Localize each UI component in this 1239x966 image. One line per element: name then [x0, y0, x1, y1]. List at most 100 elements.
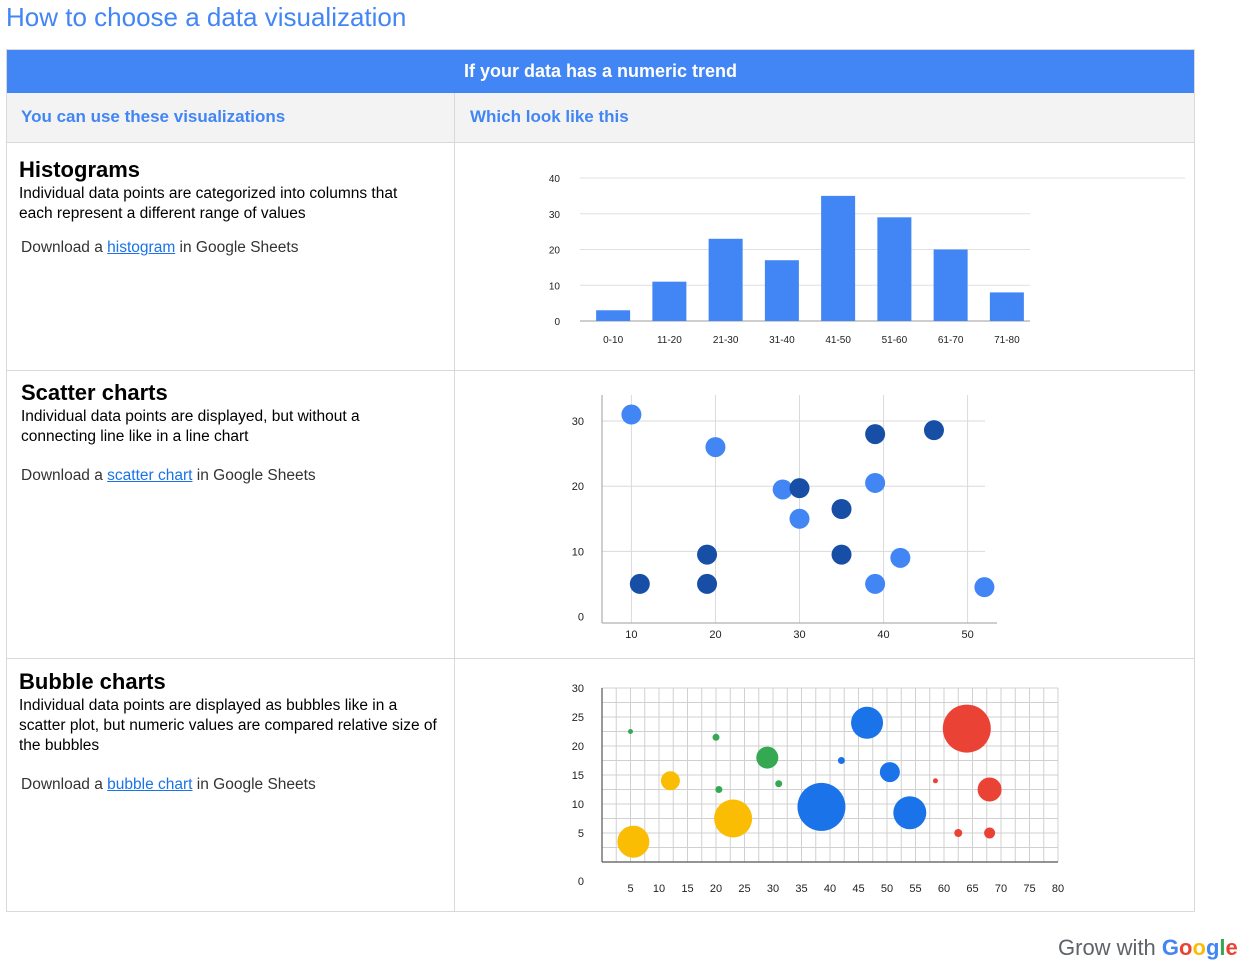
x-tick-label: 65 — [966, 883, 978, 895]
visualization-table: If your data has a numeric trend You can… — [6, 49, 1195, 912]
bubble-point — [977, 777, 1002, 802]
x-tick-label: 25 — [738, 883, 750, 895]
x-tick-label: 71-80 — [994, 335, 1020, 346]
x-tick-label: 75 — [1023, 883, 1035, 895]
scatter-download: Download a scatter chart in Google Sheet… — [21, 467, 316, 485]
x-tick-label: 20 — [710, 883, 722, 895]
y-tick-label: 0 — [578, 611, 584, 623]
bubble-point — [617, 825, 650, 858]
download-suffix: in Google Sheets — [196, 776, 316, 793]
bubble-chart: 5 10 15 20 25 30 35 40 45 50 55 60 65 70 75 80 0 5 10 15 20 2… — [572, 683, 1064, 895]
scatter-point — [974, 577, 995, 598]
bubble-download: Download a bubble chart in Google Sheets — [21, 776, 316, 794]
x-tick-label: 45 — [852, 883, 864, 895]
y-tick-label: 10 — [572, 799, 584, 811]
x-tick-label: 61-70 — [938, 335, 964, 346]
x-tick-label: 11-20 — [657, 335, 682, 346]
bubble-point — [756, 746, 779, 769]
bubble-point — [932, 778, 938, 784]
y-tick-label: 30 — [572, 683, 584, 695]
y-tick-label: 5 — [578, 828, 584, 840]
google-letter: e — [1225, 935, 1238, 960]
bubble-title: Bubble charts — [19, 669, 166, 694]
histogram-bar — [989, 292, 1024, 321]
y-tick-label: 30 — [572, 416, 584, 428]
scatter-point — [697, 544, 718, 565]
histogram-bar — [821, 195, 856, 321]
download-prefix: Download a — [21, 467, 103, 484]
x-tick-label: 20 — [709, 629, 721, 641]
histograms-title: Histograms — [19, 157, 141, 182]
scatter-point — [865, 573, 886, 594]
column-divider — [454, 93, 455, 912]
histogram-bar — [933, 249, 968, 321]
x-tick-label: 70 — [995, 883, 1007, 895]
bubble-point — [954, 829, 963, 837]
y-tick-label: 30 — [549, 210, 561, 221]
scatter-point — [697, 573, 718, 594]
bubble-point — [775, 780, 783, 788]
y-tick-label: 20 — [549, 246, 561, 257]
scatter-chart: 10 20 30 40 50 0 10 20 30 — [572, 395, 997, 641]
histogram-bar — [708, 238, 743, 321]
histogram-bar — [652, 281, 687, 321]
x-tick-label: 30 — [767, 883, 779, 895]
scatter-point — [865, 472, 886, 493]
x-tick-label: 15 — [681, 883, 693, 895]
scatter-description: Individual data points are displayed, bu… — [21, 408, 360, 445]
y-tick-label: 15 — [572, 770, 584, 782]
x-tick-label: 30 — [793, 629, 805, 641]
bubble-point — [984, 827, 996, 839]
grow-with-google-logo: Grow with Google — [1058, 935, 1238, 961]
histogram-chart: 0 10 20 30 40 0-10 11-20 21-30 31-40 41-50 51-60 61… — [549, 174, 1185, 346]
google-letter: g — [1205, 935, 1220, 960]
bubble-point — [715, 786, 723, 793]
x-tick-label: 50 — [881, 883, 893, 895]
x-tick-label: 55 — [909, 883, 921, 895]
row-divider — [7, 370, 1194, 371]
bubble-point — [851, 706, 884, 739]
scatter-point — [789, 508, 810, 529]
brand-prefix: Grow with — [1058, 935, 1156, 960]
col1-header: You can use these visualizations — [21, 107, 286, 126]
download-prefix: Download a — [21, 776, 103, 793]
x-tick-label: 31-40 — [769, 335, 795, 346]
histogram-bar — [596, 310, 631, 321]
download-suffix: in Google Sheets — [179, 239, 299, 256]
x-tick-label: 40 — [824, 883, 836, 895]
scatter-title: Scatter charts — [21, 380, 168, 405]
histogram-link[interactable]: histogram — [107, 239, 176, 256]
bubble-point — [797, 782, 846, 831]
bubble-point — [837, 757, 845, 764]
x-tick-label: 10 — [653, 883, 665, 895]
google-wordmark: Google — [1162, 935, 1238, 960]
x-tick-label: 51-60 — [882, 335, 908, 346]
scatter-point — [831, 544, 852, 565]
scatter-point — [890, 547, 911, 568]
x-tick-label: 50 — [961, 629, 973, 641]
histograms-description: Individual data points are categorized i… — [19, 185, 398, 222]
download-prefix: Download a — [21, 239, 103, 256]
bubble-chart-link[interactable]: bubble chart — [107, 776, 193, 793]
google-letter: o — [1179, 935, 1193, 960]
table-header: If your data has a numeric trend — [7, 50, 1194, 93]
page-title: How to choose a data visualization — [6, 2, 407, 32]
x-tick-label: 35 — [795, 883, 807, 895]
row-divider — [7, 658, 1194, 659]
row-divider — [7, 142, 1194, 143]
x-tick-label: 21-30 — [713, 335, 739, 346]
scatter-point — [831, 499, 852, 519]
y-tick-label: 0 — [578, 876, 584, 888]
y-tick-label: 25 — [572, 712, 584, 724]
bubble-point — [712, 733, 720, 741]
bubble-point — [660, 771, 680, 791]
scatter-point — [629, 573, 650, 594]
scatter-point — [621, 404, 642, 425]
bubble-point — [714, 799, 753, 838]
bubble-point — [942, 704, 991, 753]
bubble-point — [879, 762, 900, 783]
scatter-point — [789, 478, 810, 499]
y-tick-label: 0 — [554, 317, 560, 328]
histograms-download: Download a histogram in Google Sheets — [21, 239, 298, 257]
scatter-chart-link[interactable]: scatter chart — [107, 467, 193, 484]
